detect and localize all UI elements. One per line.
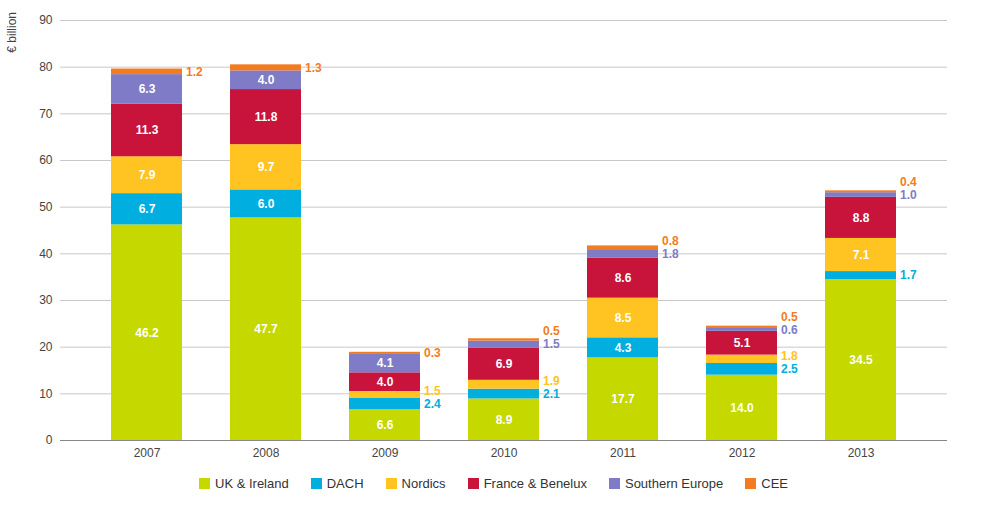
html-text:DACH: DACH — [326, 476, 364, 491]
svg-text:11.3: 11.3 — [136, 123, 159, 137]
svg-text:2.4: 2.4 — [424, 397, 441, 411]
svg-text:47.7: 47.7 — [254, 322, 278, 336]
html-text:Nordics: Nordics — [401, 476, 446, 491]
svg-text:6.3: 6.3 — [139, 82, 156, 96]
svg-text:0.5: 0.5 — [781, 310, 798, 324]
svg-text:6.7: 6.7 — [139, 202, 156, 216]
svg-text:2013: 2013 — [848, 446, 875, 460]
html-text:Southern Europe: Southern Europe — [625, 476, 724, 491]
svg-text:2007: 2007 — [134, 446, 161, 460]
svg-text:1.5: 1.5 — [543, 337, 560, 351]
svg-text:6.6: 6.6 — [377, 418, 394, 432]
svg-text:2008: 2008 — [253, 446, 280, 460]
svg-text:1.8: 1.8 — [781, 349, 798, 363]
svg-text:60: 60 — [39, 153, 53, 167]
svg-text:20: 20 — [39, 340, 53, 354]
svg-text:2011: 2011 — [610, 446, 636, 460]
svg-text:8.9: 8.9 — [496, 413, 513, 427]
svg-text:6.0: 6.0 — [258, 197, 275, 211]
svg-text:46.2: 46.2 — [135, 326, 159, 340]
svg-text:2.5: 2.5 — [781, 362, 798, 376]
svg-text:2010: 2010 — [491, 446, 518, 460]
svg-text:17.7: 17.7 — [611, 392, 635, 406]
svg-text:1.7: 1.7 — [900, 268, 917, 282]
svg-text:1.8: 1.8 — [662, 247, 679, 261]
svg-text:1.5: 1.5 — [424, 384, 441, 398]
svg-text:7.1: 7.1 — [853, 248, 870, 262]
svg-text:0.4: 0.4 — [900, 175, 917, 189]
svg-text:0: 0 — [46, 433, 53, 447]
svg-text:2009: 2009 — [372, 446, 399, 460]
svg-text:6.9: 6.9 — [496, 357, 513, 371]
svg-text:0.6: 0.6 — [781, 323, 798, 337]
svg-text:4.0: 4.0 — [258, 73, 275, 87]
svg-text:7.9: 7.9 — [139, 168, 156, 182]
svg-text:1.9: 1.9 — [543, 374, 560, 388]
svg-text:11.8: 11.8 — [255, 110, 278, 124]
svg-text:4.1: 4.1 — [377, 356, 394, 370]
svg-text:8.8: 8.8 — [853, 211, 870, 225]
svg-text:1.2: 1.2 — [186, 65, 203, 79]
svg-text:80: 80 — [39, 60, 53, 74]
svg-text:70: 70 — [39, 107, 53, 121]
svg-text:€ billion: € billion — [5, 12, 19, 53]
svg-text:40: 40 — [39, 247, 53, 261]
svg-text:10: 10 — [39, 387, 53, 401]
svg-text:4.0: 4.0 — [377, 375, 394, 389]
svg-text:1.3: 1.3 — [305, 61, 322, 75]
svg-text:14.0: 14.0 — [730, 401, 754, 415]
html-text:UK & Ireland: UK & Ireland — [215, 476, 289, 491]
html-text:CEE: CEE — [761, 476, 788, 491]
svg-text:2.1: 2.1 — [543, 387, 560, 401]
html-text:France & Benelux: France & Benelux — [483, 476, 587, 491]
svg-text:9.7: 9.7 — [258, 160, 275, 174]
svg-text:4.3: 4.3 — [615, 341, 632, 355]
svg-text:2012: 2012 — [729, 446, 756, 460]
svg-text:0.8: 0.8 — [662, 234, 679, 248]
svg-text:8.5: 8.5 — [615, 311, 632, 325]
svg-text:34.5: 34.5 — [849, 353, 873, 367]
svg-text:50: 50 — [39, 200, 53, 214]
svg-text:5.1: 5.1 — [734, 336, 751, 350]
svg-text:90: 90 — [39, 13, 53, 27]
svg-text:0.5: 0.5 — [543, 324, 560, 338]
svg-text:8.6: 8.6 — [615, 271, 632, 285]
svg-text:1.0: 1.0 — [900, 188, 917, 202]
svg-text:0.3: 0.3 — [424, 346, 441, 360]
svg-text:30: 30 — [39, 293, 53, 307]
